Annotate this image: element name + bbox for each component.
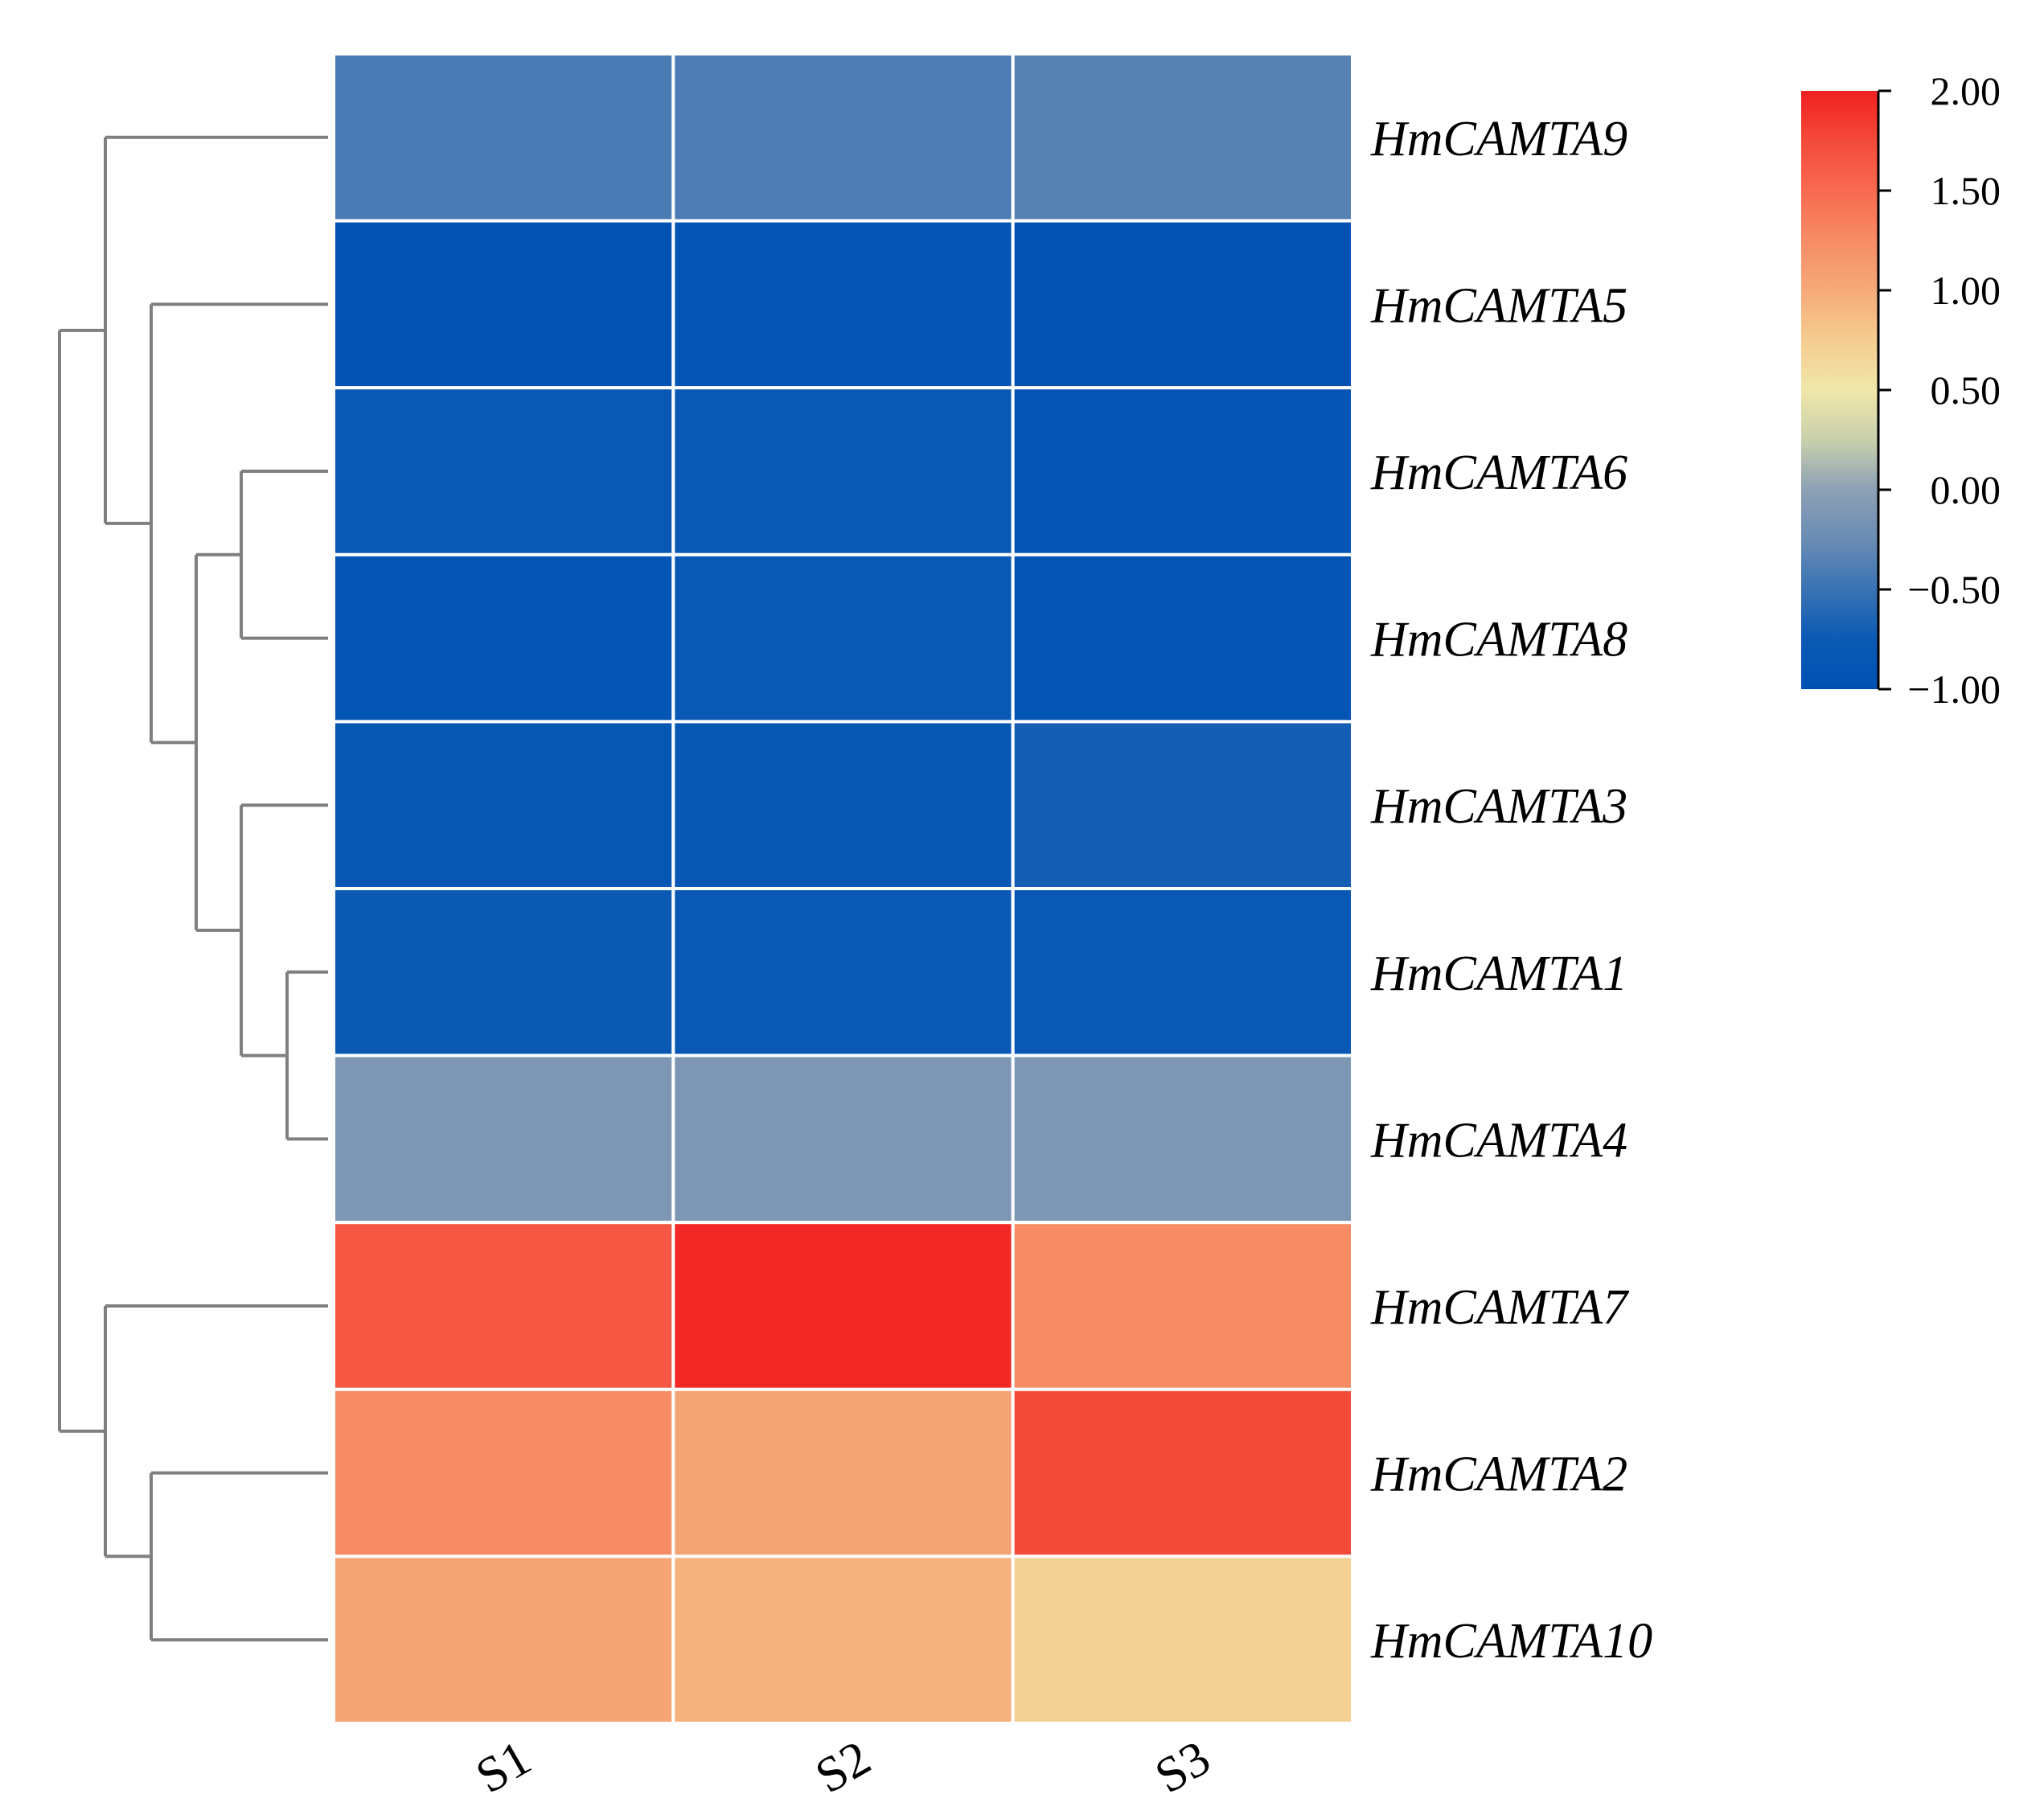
row-label: HmCAMTA10	[1370, 1614, 1652, 1669]
heatmap-cell	[332, 52, 675, 223]
heatmap-cell	[671, 1554, 1015, 1726]
heatmap-cell	[332, 887, 675, 1057]
colorbar-tick-label: 0.50	[1931, 367, 2001, 413]
row-dendrogram	[58, 135, 328, 1642]
row-label: HmCAMTA5	[1370, 278, 1627, 333]
row-label: HmCAMTA4	[1370, 1113, 1627, 1168]
heatmap-cell	[1011, 720, 1354, 891]
row-label: HmCAMTA6	[1370, 446, 1627, 500]
heatmap-cell	[1011, 52, 1354, 223]
column-labels: S1 S2 S3	[467, 1731, 1219, 1805]
heatmap-cell	[1011, 887, 1354, 1057]
colorbar-tick-label: 1.50	[1931, 168, 2001, 213]
colorbar-tick-label: −1.00	[1907, 667, 2001, 712]
heatmap-cell	[671, 1387, 1015, 1558]
heatmap-cells	[332, 52, 1354, 1726]
column-label: S1	[467, 1731, 540, 1805]
row-label: HmCAMTA1	[1370, 946, 1627, 1001]
heatmap-cell	[671, 1053, 1015, 1225]
colorbar-tick-label: −0.50	[1907, 567, 2001, 612]
heatmap-cell	[1011, 552, 1354, 724]
heatmap-cell	[1011, 1053, 1354, 1225]
colorbar-gradient	[1801, 91, 1878, 689]
heatmap-cell	[332, 552, 675, 724]
heatmap-cell	[671, 219, 1015, 390]
row-label: HmCAMTA3	[1370, 779, 1627, 834]
row-labels: HmCAMTA9 HmCAMTA5 HmCAMTA6 HmCAMTA8 HmCAMTA3…	[1370, 112, 1652, 1669]
column-label: S3	[1146, 1731, 1219, 1805]
heatmap-cell	[671, 552, 1015, 724]
row-label: HmCAMTA8	[1370, 613, 1627, 667]
row-label: HmCAMTA2	[1370, 1447, 1627, 1502]
heatmap-cell	[332, 1053, 675, 1225]
heatmap-cell	[671, 1221, 1015, 1391]
row-label: HmCAMTA9	[1370, 112, 1627, 166]
column-label: S2	[807, 1731, 880, 1805]
heatmap-cell	[332, 219, 675, 390]
row-label: HmCAMTA7	[1370, 1280, 1630, 1335]
colorbar: 2.00 1.50 1.00 0.50 0.00 −0.50 −1.00	[1801, 68, 2001, 712]
heatmap-cell	[332, 1387, 675, 1558]
heatmap-cell	[671, 720, 1015, 891]
heatmap-cell	[671, 887, 1015, 1057]
heatmap-cell	[1011, 1221, 1354, 1391]
colorbar-tick-label: 0.00	[1931, 467, 2001, 512]
heatmap-cell	[671, 386, 1015, 556]
heatmap-cell	[671, 52, 1015, 223]
colorbar-tick-label: 2.00	[1931, 68, 2001, 113]
heatmap-cell	[1011, 386, 1354, 556]
heatmap-cell	[1011, 1387, 1354, 1558]
heatmap-cell	[1011, 219, 1354, 390]
heatmap-cell	[332, 720, 675, 891]
colorbar-tick-label: 1.00	[1931, 268, 2001, 313]
heatmap-cell	[332, 1554, 675, 1726]
heatmap-cell	[332, 386, 675, 556]
heatmap-cell	[1011, 1554, 1354, 1726]
heatmap-cell	[332, 1221, 675, 1391]
